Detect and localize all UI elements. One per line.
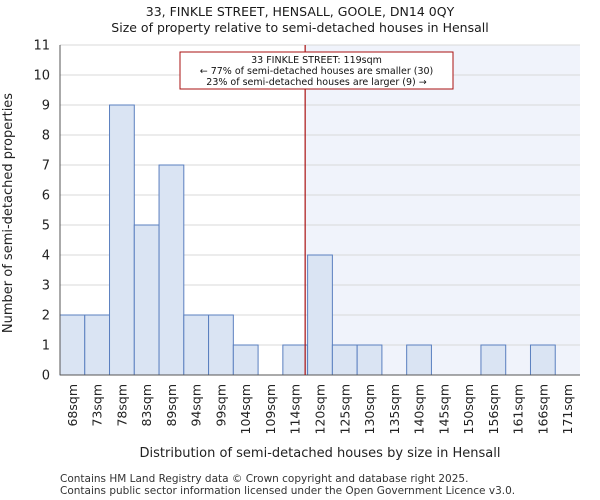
histogram-bar xyxy=(480,344,507,376)
y-tick-label: 10 xyxy=(33,69,50,84)
y-tick-label: 9 xyxy=(42,99,50,114)
x-tick-label: 99sqm xyxy=(213,384,228,427)
histogram-bar xyxy=(307,254,333,376)
x-tick-label: 109sqm xyxy=(263,384,278,434)
y-tick-label: 1 xyxy=(42,339,50,354)
histogram-bar xyxy=(208,314,234,376)
x-tick-label: 145sqm xyxy=(436,384,451,434)
histogram-bar xyxy=(406,344,432,376)
x-tick-label: 78sqm xyxy=(114,384,129,427)
x-tick-label: 94sqm xyxy=(189,384,204,427)
x-tick-label: 135sqm xyxy=(387,384,402,434)
x-tick-label: 73sqm xyxy=(90,384,105,427)
y-tick-label: 0 xyxy=(42,369,50,384)
x-tick-label: 104sqm xyxy=(238,384,253,434)
x-tick-label: 89sqm xyxy=(164,384,179,427)
x-tick-label: 171sqm xyxy=(560,384,575,434)
histogram-bar xyxy=(158,164,185,376)
y-tick-label: 5 xyxy=(42,219,50,234)
chart-title: 33, FINKLE STREET, HENSALL, GOOLE, DN14 … xyxy=(145,4,455,19)
footer-copyright: Contains HM Land Registry data © Crown c… xyxy=(60,473,469,485)
histogram-bar xyxy=(331,344,358,376)
x-tick-label: 68sqm xyxy=(65,384,80,427)
larger-region-shade xyxy=(305,45,580,375)
y-tick-label: 6 xyxy=(42,189,50,204)
x-tick-label: 166sqm xyxy=(535,384,550,434)
histogram-bar xyxy=(109,104,135,376)
x-tick-label: 125sqm xyxy=(337,384,352,434)
annotation-line-2: ← 77% of semi-detached houses are smalle… xyxy=(200,66,434,77)
x-axis-title: Distribution of semi-detached houses by … xyxy=(140,446,501,461)
x-tick-label: 120sqm xyxy=(313,384,328,434)
x-tick-label: 114sqm xyxy=(288,384,303,434)
chart-subtitle: Size of property relative to semi-detach… xyxy=(111,20,489,35)
y-tick-label: 4 xyxy=(42,249,50,264)
annotation-line-1: 33 FINKLE STREET: 119sqm xyxy=(251,55,382,66)
x-tick-label: 156sqm xyxy=(486,384,501,434)
footer-licence: Contains public sector information licen… xyxy=(60,485,516,497)
y-tick-label: 7 xyxy=(42,159,50,174)
histogram-bar xyxy=(133,224,160,376)
histogram-bar xyxy=(356,344,383,376)
y-tick-label: 3 xyxy=(42,279,50,294)
histogram-bar xyxy=(282,344,309,376)
x-tick-label: 130sqm xyxy=(362,384,377,434)
x-tick-label: 150sqm xyxy=(461,384,476,434)
y-axis-title: Number of semi-detached properties xyxy=(1,93,16,333)
histogram-bar xyxy=(183,314,210,376)
histogram-bar xyxy=(84,314,111,376)
histogram-bar xyxy=(529,344,556,376)
histogram-bar xyxy=(232,344,259,376)
y-tick-label: 11 xyxy=(33,39,50,54)
y-tick-label: 8 xyxy=(42,129,50,144)
x-tick-label: 161sqm xyxy=(511,384,526,434)
x-tick-label: 140sqm xyxy=(412,384,427,434)
annotation-line-3: 23% of semi-detached houses are larger (… xyxy=(206,77,426,88)
y-tick-label: 2 xyxy=(42,309,50,324)
x-tick-label: 83sqm xyxy=(139,384,154,427)
histogram-bar xyxy=(59,314,86,376)
annotation-box xyxy=(179,51,454,90)
